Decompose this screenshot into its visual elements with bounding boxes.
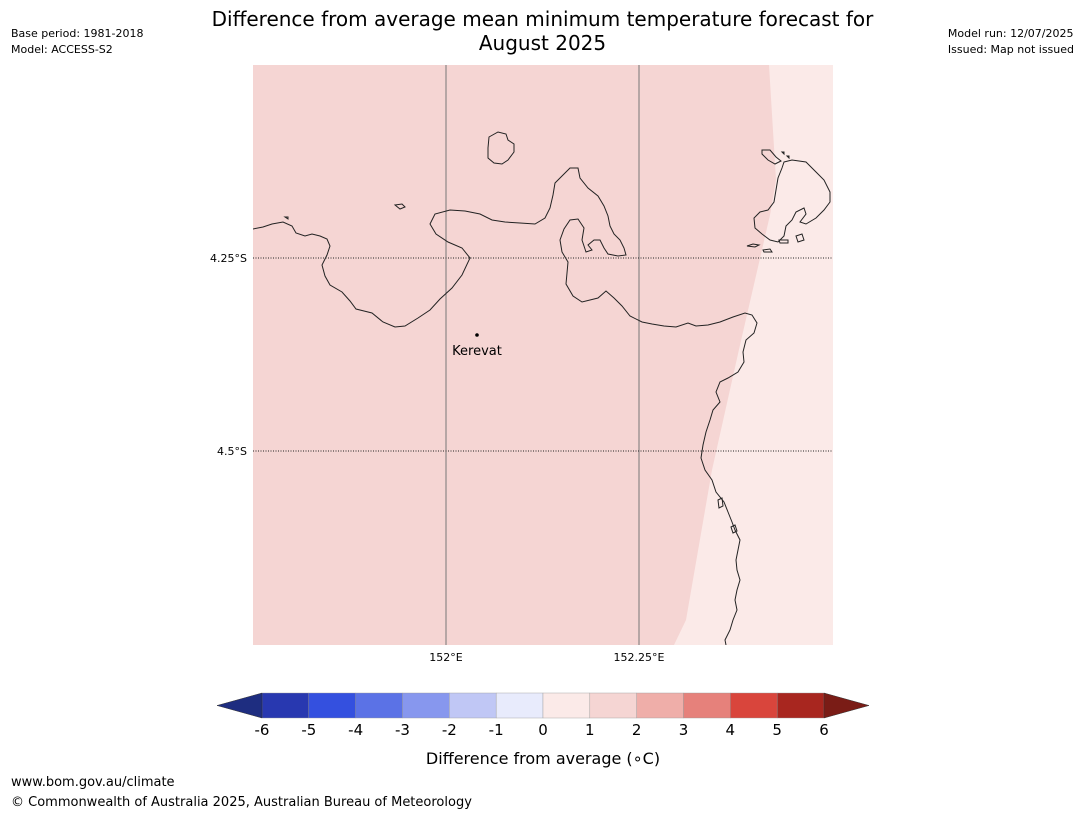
map-title: Difference from average mean minimum tem… <box>190 7 895 55</box>
colorbar-segment <box>589 692 637 719</box>
colorbar-segment <box>308 692 356 719</box>
colorbar-segment <box>636 692 684 719</box>
base-period: Base period: 1981-2018 <box>11 27 144 40</box>
colorbar-segment <box>495 692 544 719</box>
colorbar-label-unit: ∘C <box>633 749 654 768</box>
colorbar-segment <box>449 692 497 719</box>
meta-right: Model run: 12/07/2025 Issued: Map not is… <box>948 26 1074 58</box>
map-area <box>253 65 833 645</box>
colorbar-tick-label: -3 <box>395 721 410 739</box>
colorbar-tick-label: 3 <box>679 721 689 739</box>
colorbar-under-arrow <box>216 692 263 719</box>
colorbar-segments <box>261 692 825 719</box>
footer-copyright: © Commonwealth of Australia 2025, Austra… <box>11 795 472 810</box>
lat-label-4-25: 4.25°S <box>210 252 247 265</box>
colorbar-tick-label: 6 <box>819 721 829 739</box>
colorbar-label-suffix: ) <box>654 749 660 768</box>
colorbar-segment <box>402 692 450 719</box>
colorbar-segment <box>730 692 778 719</box>
map-title-line2: August 2025 <box>478 31 607 55</box>
colorbar-segment <box>261 692 310 719</box>
coastline <box>253 131 831 645</box>
place-label-kerevat: Kerevat <box>452 344 502 359</box>
lon-label-152-25: 152.25°E <box>614 651 665 664</box>
colorbar-segment <box>355 692 403 719</box>
colorbar-tick-label: 5 <box>772 721 782 739</box>
colorbar-tick-label: 2 <box>632 721 642 739</box>
colorbar-tick-label: -2 <box>442 721 457 739</box>
colorbar-label: Difference from average (∘C) <box>426 749 660 768</box>
lon-label-152: 152°E <box>429 651 462 664</box>
footer-url: www.bom.gov.au/climate <box>11 775 175 790</box>
colorbar-tick-label: -5 <box>301 721 316 739</box>
anomaly-region-1-to-2 <box>253 65 776 645</box>
lat-label-4-5: 4.5°S <box>217 445 247 458</box>
model-name: Model: ACCESS-S2 <box>11 43 113 56</box>
model-run: Model run: 12/07/2025 <box>947 27 1074 40</box>
colorbar-tick-label: -6 <box>255 721 270 739</box>
colorbar-segment <box>542 692 591 719</box>
colorbar-tick-label: 4 <box>726 721 736 739</box>
colorbar-over-arrow <box>823 692 870 719</box>
issued-status: Issued: Map not issued <box>947 43 1074 56</box>
colorbar-segment <box>776 692 825 719</box>
map-title-line1: Difference from average mean minimum tem… <box>211 7 874 31</box>
colorbar-tick-label: 0 <box>538 721 548 739</box>
colorbar-tick-label: 1 <box>585 721 595 739</box>
meta-left: Base period: 1981-2018 Model: ACCESS-S2 <box>11 26 143 58</box>
colorbar-tick-label: -4 <box>348 721 363 739</box>
colorbar-segment <box>683 692 731 719</box>
place-marker-kerevat <box>475 333 479 337</box>
colorbar-ticks: -6 -5 -4 -3 -2 -1 0 1 2 3 4 5 6 <box>255 721 829 739</box>
colorbar-tick-label: -1 <box>489 721 504 739</box>
colorbar-label-prefix: Difference from average ( <box>426 749 633 768</box>
